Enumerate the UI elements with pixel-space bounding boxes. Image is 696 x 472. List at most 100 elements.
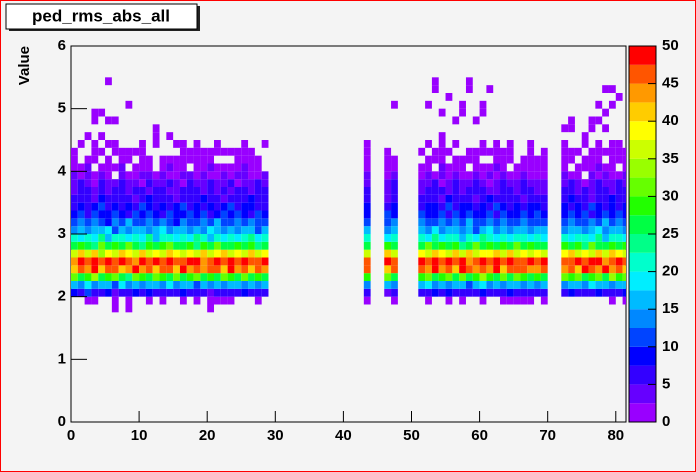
cell bbox=[111, 257, 119, 266]
cell bbox=[561, 140, 569, 148]
cell bbox=[513, 281, 521, 289]
cell bbox=[472, 226, 480, 234]
cell bbox=[152, 210, 160, 219]
cell bbox=[111, 194, 119, 203]
cell bbox=[363, 194, 371, 203]
cell bbox=[459, 108, 466, 117]
cell bbox=[84, 257, 92, 266]
palette-swatch bbox=[629, 196, 656, 216]
cell bbox=[254, 210, 262, 219]
cell bbox=[438, 241, 446, 250]
cell bbox=[179, 155, 187, 164]
cell bbox=[214, 265, 221, 274]
cell bbox=[479, 234, 487, 242]
cell bbox=[602, 226, 609, 234]
cell bbox=[248, 265, 255, 274]
palette-swatch bbox=[629, 158, 656, 178]
cell bbox=[438, 234, 446, 242]
cell bbox=[152, 281, 160, 289]
cell bbox=[479, 179, 487, 187]
cell bbox=[425, 155, 432, 164]
cell bbox=[139, 140, 146, 148]
cell bbox=[91, 202, 99, 211]
cell bbox=[595, 116, 603, 125]
cell bbox=[384, 187, 392, 195]
cell bbox=[622, 265, 626, 274]
cell bbox=[139, 171, 146, 180]
cell bbox=[493, 273, 501, 281]
cell bbox=[234, 249, 242, 258]
cell bbox=[500, 241, 507, 250]
cell bbox=[132, 210, 140, 219]
cell bbox=[479, 210, 487, 219]
cell bbox=[391, 163, 398, 172]
cell bbox=[486, 187, 494, 195]
cell bbox=[493, 163, 501, 172]
cell bbox=[91, 281, 99, 289]
cell bbox=[220, 187, 228, 195]
cell bbox=[363, 140, 371, 148]
cell bbox=[574, 249, 582, 258]
cell bbox=[595, 194, 603, 203]
cell bbox=[486, 241, 494, 250]
cell bbox=[241, 273, 249, 281]
cell bbox=[152, 194, 160, 203]
cell bbox=[125, 210, 133, 219]
cell bbox=[159, 265, 167, 274]
cell bbox=[91, 265, 99, 274]
cell bbox=[418, 281, 426, 289]
cell bbox=[384, 234, 392, 242]
cell bbox=[595, 100, 603, 109]
cell bbox=[139, 249, 146, 258]
cell bbox=[622, 187, 626, 195]
cell bbox=[145, 296, 153, 305]
cell bbox=[139, 202, 146, 211]
cell bbox=[425, 194, 432, 203]
cell bbox=[520, 241, 528, 250]
cell bbox=[200, 179, 208, 187]
cell bbox=[145, 257, 153, 266]
cell bbox=[608, 234, 616, 242]
cell bbox=[84, 249, 92, 258]
cell bbox=[118, 210, 126, 219]
cell bbox=[615, 226, 623, 234]
cell bbox=[71, 210, 78, 219]
cell bbox=[241, 171, 249, 180]
cell bbox=[98, 257, 106, 266]
cell bbox=[608, 171, 616, 180]
z-tick-label: 35 bbox=[662, 150, 679, 167]
cell bbox=[602, 124, 609, 133]
cell bbox=[166, 249, 174, 258]
cell bbox=[363, 234, 371, 242]
cell bbox=[118, 218, 126, 227]
cell bbox=[588, 202, 596, 211]
cell bbox=[220, 234, 228, 242]
cell bbox=[71, 147, 78, 156]
cell bbox=[493, 147, 501, 156]
cell bbox=[105, 281, 112, 289]
cell bbox=[159, 234, 167, 242]
cell bbox=[459, 202, 466, 211]
cell bbox=[486, 210, 494, 219]
cell bbox=[425, 226, 432, 234]
cell bbox=[207, 194, 215, 203]
palette-swatch bbox=[629, 384, 656, 404]
cell bbox=[622, 218, 626, 227]
cell bbox=[152, 132, 160, 140]
cell bbox=[220, 265, 228, 274]
cell bbox=[445, 93, 453, 101]
z-tick-label: 40 bbox=[662, 112, 679, 129]
cell bbox=[234, 171, 242, 180]
cell bbox=[193, 281, 201, 289]
cell bbox=[391, 210, 398, 219]
cell bbox=[179, 163, 187, 172]
cell bbox=[207, 163, 215, 172]
cell bbox=[622, 194, 626, 203]
cell bbox=[166, 234, 174, 242]
cell bbox=[166, 226, 174, 234]
cell bbox=[166, 265, 174, 274]
cell bbox=[520, 288, 528, 297]
cell bbox=[84, 218, 92, 227]
cell bbox=[622, 241, 626, 250]
cell bbox=[132, 281, 140, 289]
